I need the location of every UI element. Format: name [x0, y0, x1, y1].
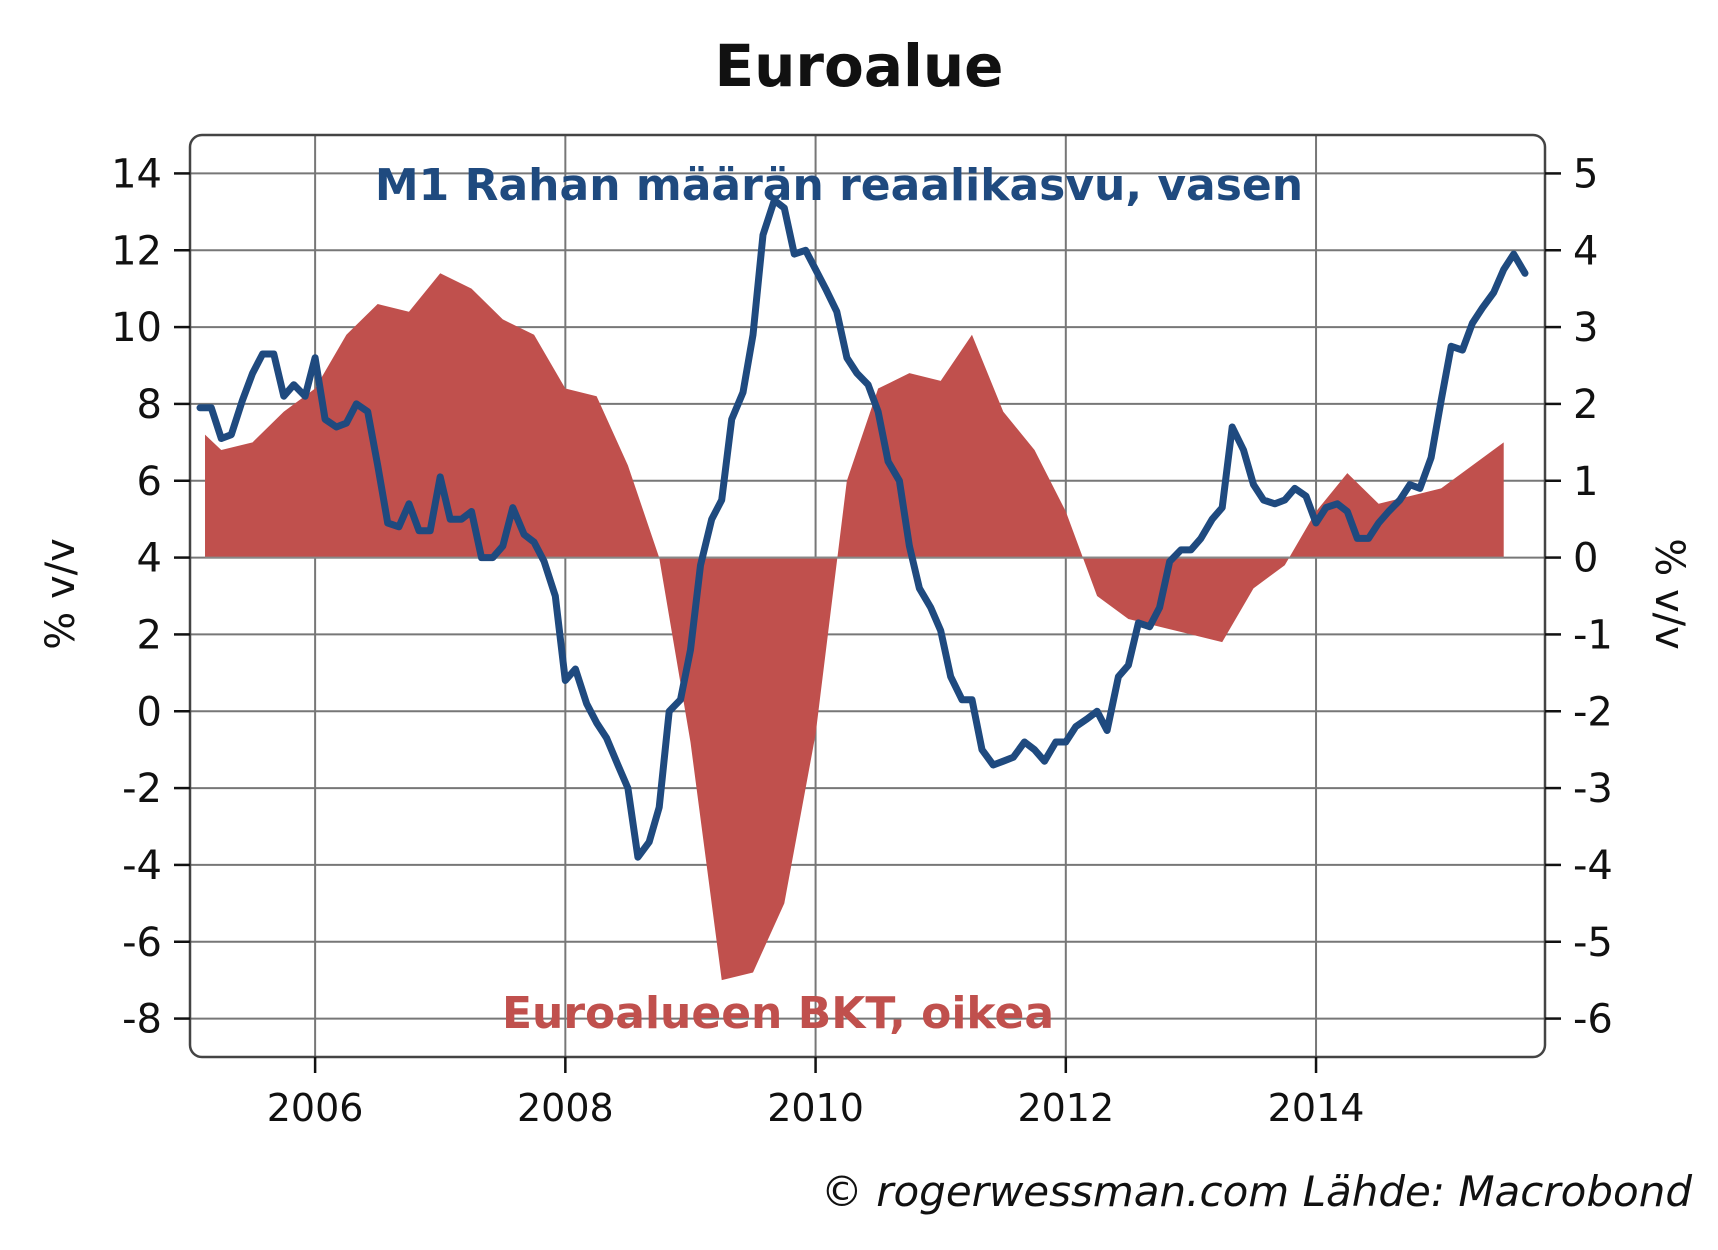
left-tick-label-10: -6: [122, 920, 162, 966]
credit-text: © rogerwessman.com Lähde: Macrobond: [821, 1167, 1692, 1216]
x-tick-label-0: 2006: [267, 1086, 364, 1130]
left-tick-label-2: 10: [111, 305, 162, 351]
left-tick-label-5: 4: [137, 536, 162, 582]
left-tick-label-6: 2: [137, 612, 162, 658]
left-y-axis-label: % v/v: [38, 538, 84, 650]
right-tick-label-6: -1: [1573, 612, 1613, 658]
m1-series-label: M1 Rahan määrän reaalikasvu, vasen: [375, 160, 1303, 211]
left-tick-label-9: -4: [122, 843, 162, 889]
right-tick-label-9: -4: [1573, 843, 1613, 889]
right-tick-label-1: 4: [1573, 228, 1598, 274]
right-y-axis-label: % v/v: [1646, 538, 1692, 650]
left-y-ticks: 14 12 10 8 6 4 2 0 -2 -4 -6 -8: [111, 151, 190, 1043]
x-ticks: 2006 2008 2010 2012 2014: [267, 1057, 1365, 1130]
plot-frame-layer: [188, 133, 1547, 1059]
right-tick-label-11: -6: [1573, 997, 1613, 1043]
m1-line-layer: [196, 196, 1529, 861]
x-tick-label-3: 2012: [1017, 1086, 1114, 1130]
left-tick-label-8: -2: [122, 766, 162, 812]
x-tick-label-4: 2014: [1268, 1086, 1365, 1130]
right-tick-label-3: 2: [1573, 382, 1598, 428]
right-tick-label-2: 3: [1573, 305, 1598, 351]
m1-line: [196, 196, 1529, 861]
left-tick-label-1: 12: [111, 228, 162, 274]
right-tick-label-0: 5: [1573, 151, 1598, 197]
right-tick-label-8: -3: [1573, 766, 1613, 812]
gdp-area: [205, 273, 1504, 981]
left-tick-label-7: 0: [137, 689, 162, 735]
chart-title: Euroalue: [714, 32, 1003, 100]
gdp-area-layer: [205, 273, 1504, 981]
plot-frame: [188, 133, 1547, 1059]
right-y-ticks: 5 4 3 2 1 0 -1 -2 -3 -4 -5 -6: [1545, 151, 1613, 1043]
right-tick-label-10: -5: [1573, 920, 1613, 966]
right-tick-label-7: -2: [1573, 689, 1613, 735]
left-tick-label-0: 14: [111, 151, 162, 197]
right-tick-label-4: 1: [1573, 459, 1598, 505]
right-tick-label-5: 0: [1573, 536, 1598, 582]
gdp-series-label: Euroalueen BKT, oikea: [502, 988, 1054, 1039]
left-tick-label-3: 8: [137, 382, 162, 428]
left-tick-label-4: 6: [137, 459, 162, 505]
left-tick-label-11: -8: [122, 997, 162, 1043]
x-tick-label-2: 2010: [767, 1086, 864, 1130]
grid: [190, 135, 1545, 1057]
x-tick-label-1: 2008: [517, 1086, 614, 1130]
